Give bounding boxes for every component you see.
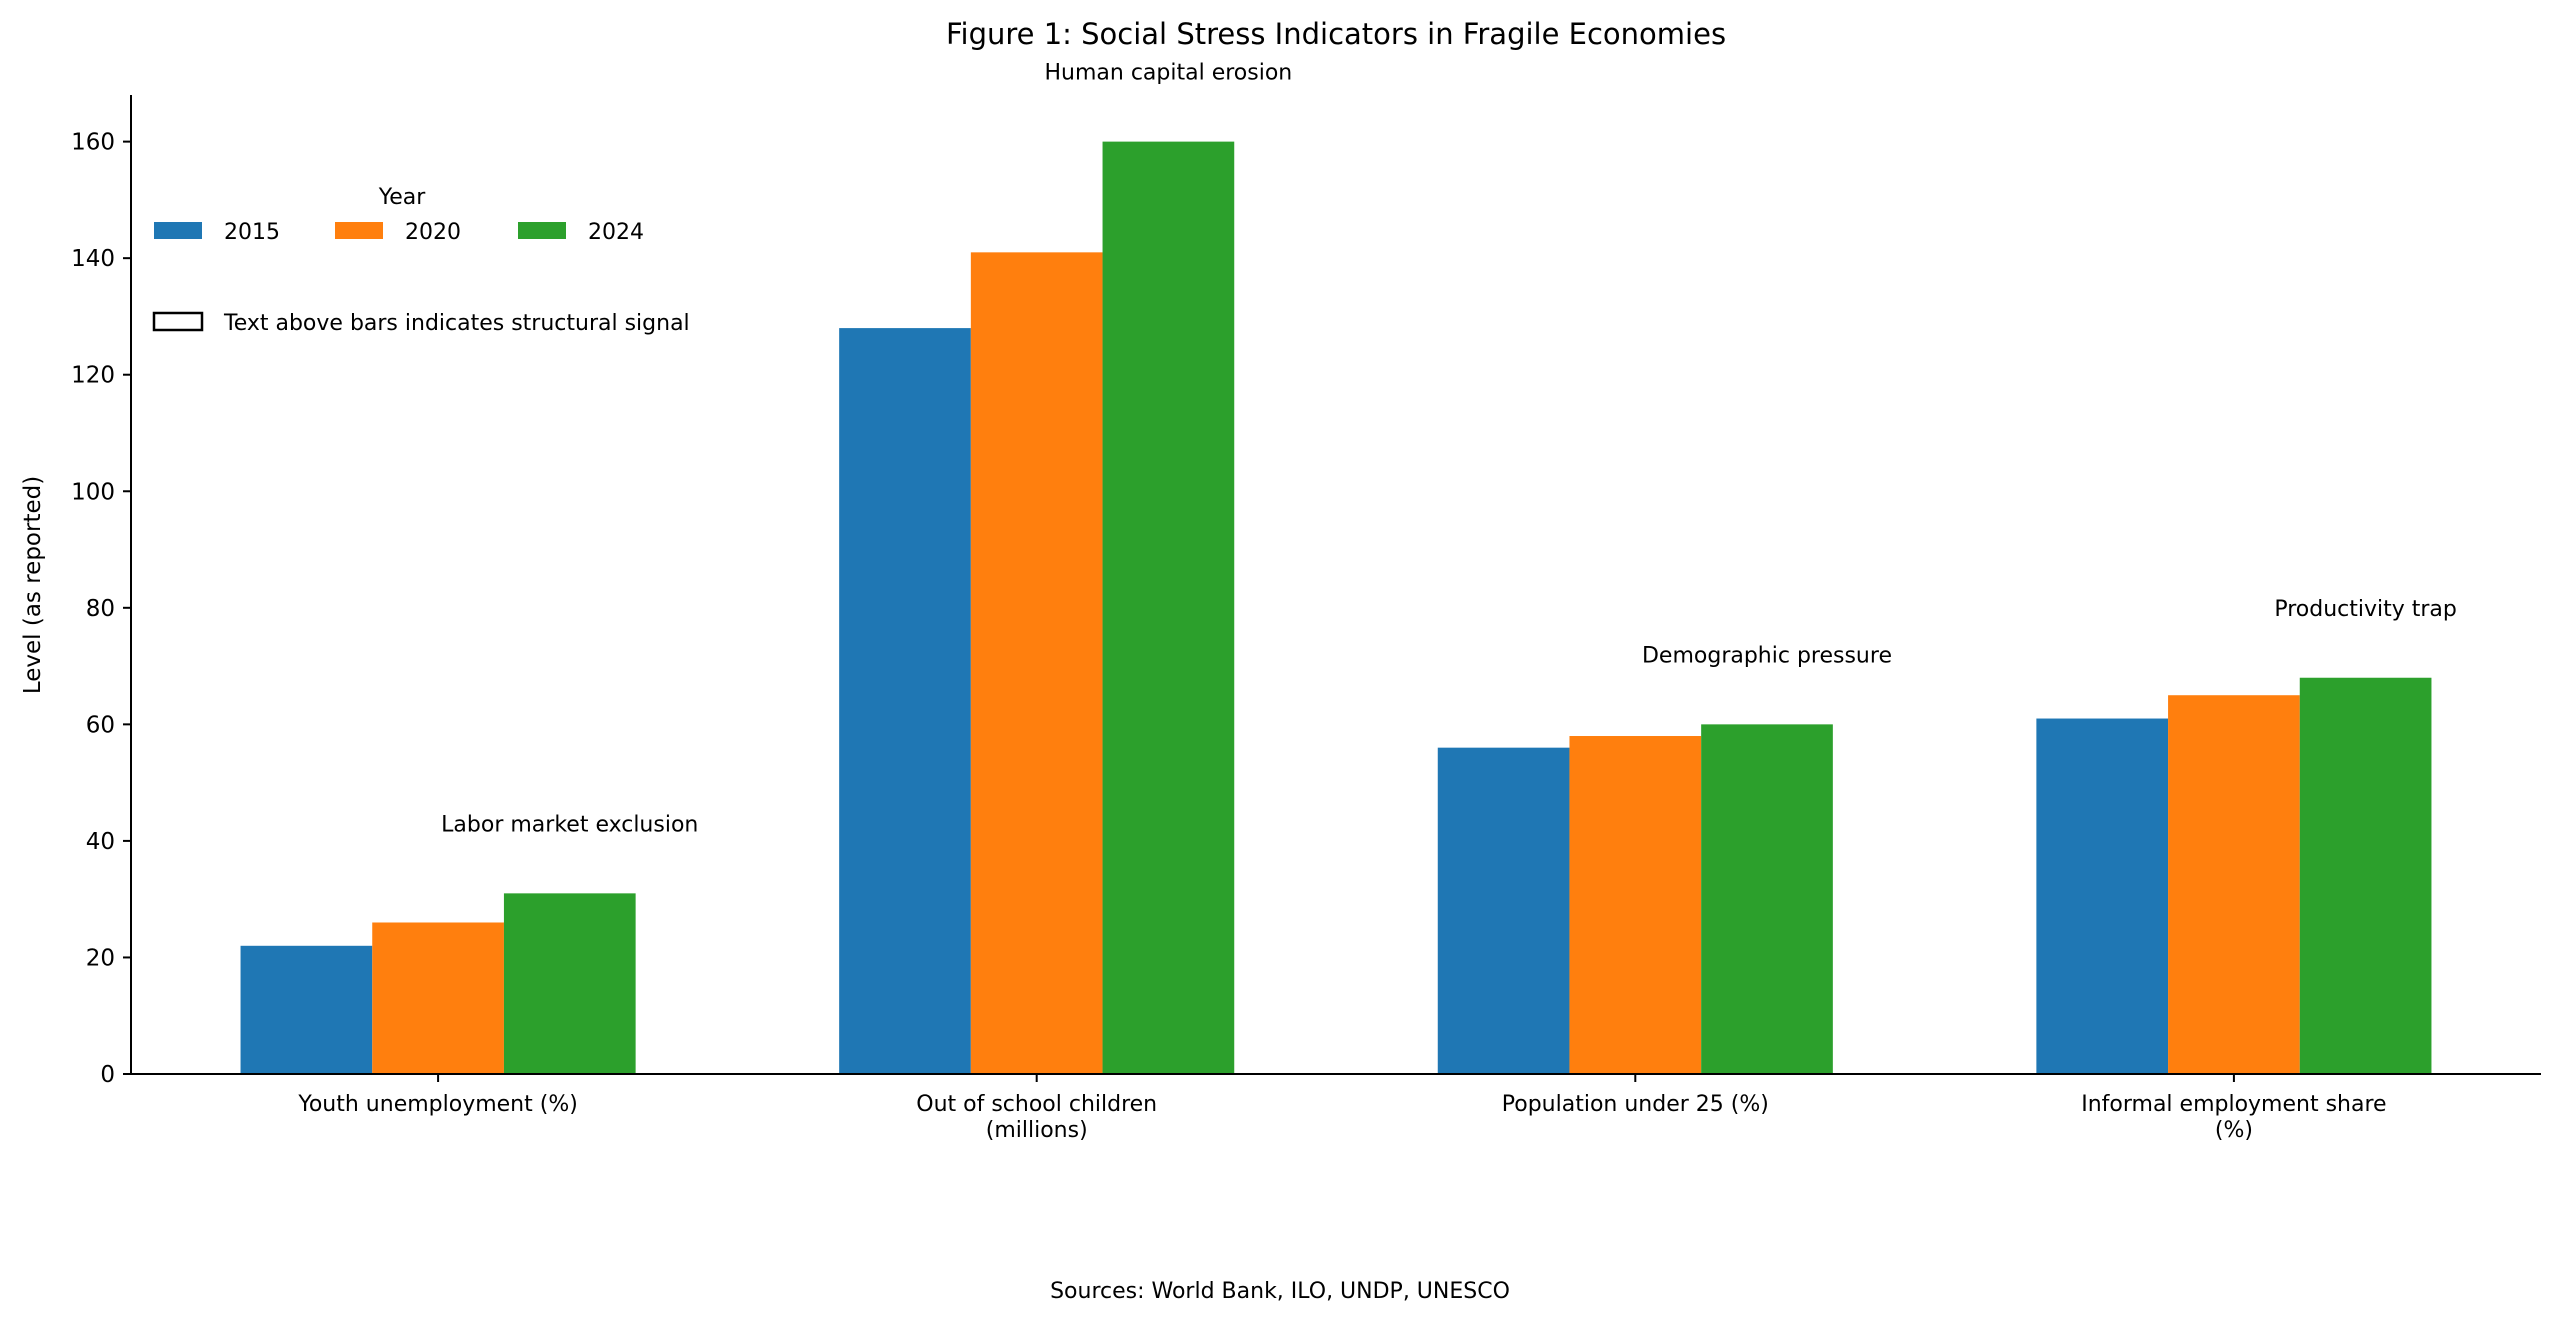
bar-2020-1	[970, 252, 1103, 1074]
legend-swatch-2020	[335, 222, 383, 239]
x-tick-label-2: Population under 25 (%)	[1502, 1092, 1769, 1117]
footer-sources: Sources: World Bank, ILO, UNDP, UNESCO	[1050, 1279, 1510, 1304]
bar-2015-1	[839, 328, 971, 1075]
legend-note-swatch	[152, 311, 204, 332]
annotation-3: Productivity trap	[2274, 597, 2457, 622]
legend-label-2015: 2015	[224, 220, 280, 245]
y-tick-label: 80	[86, 596, 115, 622]
legend-label-2024: 2024	[588, 220, 644, 245]
annotation-0: Labor market exclusion	[441, 812, 698, 837]
y-tick-label: 20	[86, 945, 115, 971]
bar-2015-3	[2036, 718, 2169, 1074]
y-tick-label: 160	[71, 130, 115, 156]
bar-2024-3	[2299, 677, 2432, 1074]
bar-2020-0	[372, 922, 504, 1074]
y-tick-label: 0	[100, 1062, 115, 1088]
legend-title: Year	[378, 185, 427, 210]
legend-swatch-2024	[518, 222, 566, 239]
bar-2020-2	[1569, 736, 1702, 1074]
y-tick-label: 100	[71, 479, 115, 505]
bar-2020-3	[2168, 695, 2300, 1074]
annotation-2: Demographic pressure	[1642, 643, 1892, 668]
y-tick-label: 40	[86, 829, 115, 855]
x-tick-label-1: Out of school children (millions)	[916, 1092, 1157, 1143]
chart-title: Figure 1: Social Stress Indicators in Fr…	[946, 17, 1726, 51]
bar-2024-0	[503, 893, 636, 1074]
bars-group	[240, 141, 2432, 1075]
annotations-group: Labor market exclusion Human capital eros…	[441, 61, 2457, 838]
bar-2024-2	[1701, 724, 1833, 1074]
y-tick-label: 140	[71, 246, 115, 272]
x-tick-label-3: Informal employment share (%)	[2081, 1092, 2386, 1143]
legend: Year Text above bars indicates structura…	[152, 185, 690, 336]
bar-2024-1	[1102, 141, 1235, 1075]
y-axis-label: Level (as reported)	[20, 476, 46, 694]
x-tick-label-0: Youth unemployment (%)	[297, 1092, 578, 1117]
annotation-1: Human capital erosion	[1045, 61, 1293, 86]
legend-note: Text above bars indicates structural sig…	[223, 311, 690, 336]
legend-swatch-2015	[154, 222, 202, 239]
y-tick-label: 120	[71, 363, 115, 389]
bar-2015-2	[1437, 747, 1570, 1074]
bar-2015-0	[240, 945, 373, 1074]
y-tick-label: 60	[86, 712, 115, 738]
axes-group: 0 20 40 60 80 100 120 140 160 Youth unemployment …	[71, 95, 2541, 1143]
legend-label-2020: 2020	[405, 220, 461, 245]
